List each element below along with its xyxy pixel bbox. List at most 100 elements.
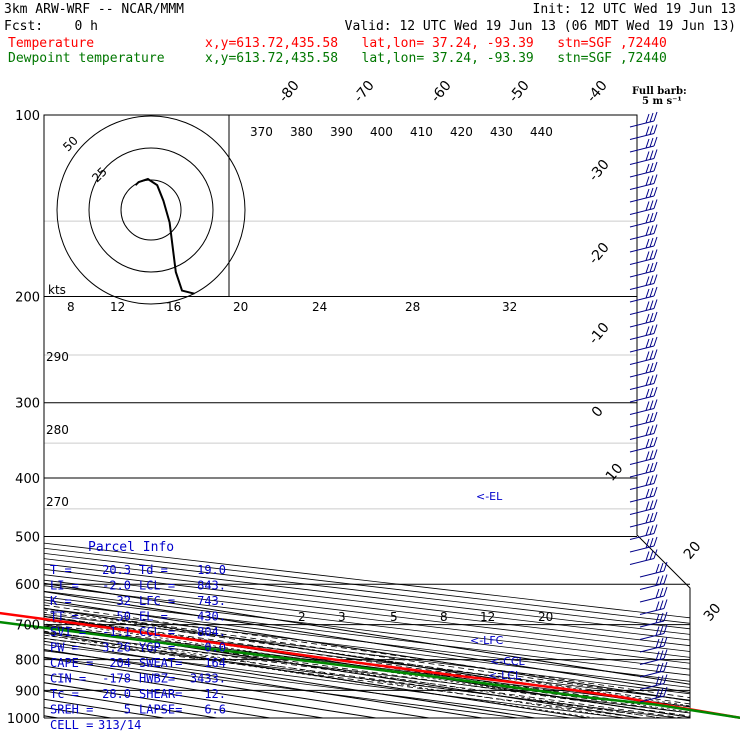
parcel-field-value: 3.26 <box>102 641 131 655</box>
mixing-ratio-label: 12 <box>480 610 495 624</box>
barb-key-value: 5 m s⁻¹ <box>642 96 682 107</box>
wind-barb <box>629 511 658 528</box>
theta-label: 280 <box>46 423 69 437</box>
wind-barb <box>629 249 658 265</box>
theta-label: 270 <box>46 495 69 509</box>
level-marker-el: <-EL <box>476 490 503 503</box>
pressure-tick-label: 700 <box>15 619 40 634</box>
wind-barb <box>639 661 668 678</box>
isotherm-line <box>44 115 642 718</box>
parcel-field-label: TT = <box>50 610 79 624</box>
wind-barb <box>629 461 658 478</box>
theta-e-label: 32 <box>502 300 517 314</box>
theta-label: 400 <box>370 125 393 139</box>
wind-barb <box>639 686 668 703</box>
dry-adiabat-line <box>44 115 690 718</box>
isotherm-label: -70 <box>351 78 378 106</box>
isotherm-line <box>0 115 5 718</box>
parcel-field-value: 28.0 <box>102 687 131 701</box>
wind-barb <box>639 636 668 653</box>
theta-label: 370 <box>250 125 273 139</box>
pressure-tick-label: 100 <box>15 109 40 124</box>
dry-adiabat-line <box>44 115 690 718</box>
isotherm-line <box>44 115 690 718</box>
parcel-field-label: CCL = <box>139 625 175 639</box>
dry-adiabat-line <box>44 115 572 718</box>
theta-e-label: 12 <box>110 300 125 314</box>
parcel-field-value: 0.0 <box>204 641 226 655</box>
parcel-field-value: 843. <box>197 579 226 593</box>
wind-barb <box>629 224 658 240</box>
dry-adiabat-line <box>44 115 690 718</box>
pressure-tick-label: 400 <box>15 472 40 487</box>
parcel-field-label: Tc = <box>50 687 79 701</box>
hodograph-trace <box>134 177 195 295</box>
barb-key-title: Full barb: <box>632 86 687 97</box>
parcel-field-value: 804. <box>197 625 226 639</box>
dry-adiabat-line <box>44 115 690 718</box>
dry-adiabat-line <box>44 115 690 718</box>
parcel-field-label: LAPSE= <box>139 703 182 717</box>
wind-barb <box>629 549 658 565</box>
level-marker-lfc: <-LFC <box>470 634 504 647</box>
pressure-tick-label: 500 <box>15 530 40 545</box>
mixing-ratio-label: 3 <box>338 610 346 624</box>
parcel-field-value: 32 <box>117 594 131 608</box>
wind-barb <box>629 236 658 253</box>
theta-label: 390 <box>330 125 353 139</box>
parcel-field-value: 204 <box>109 656 131 670</box>
wind-barb <box>629 486 658 503</box>
parcel-field-label: PW = <box>50 641 79 655</box>
parcel-field-value: 6.6 <box>204 703 226 717</box>
moist-adiabat-line <box>44 296 690 718</box>
theta-label: 290 <box>46 350 69 364</box>
wind-barb <box>629 286 658 303</box>
dry-adiabat-line <box>44 115 625 718</box>
parcel-field-label: LFC = <box>139 594 175 608</box>
parcel-field-label: EL = <box>139 610 168 624</box>
mixing-ratio-line <box>44 583 661 718</box>
parcel-info-panel: Parcel Info T = 20.3 Td = 19.0 LI = -2.0 LCL = 8… <box>50 540 226 732</box>
wind-barb <box>629 186 658 203</box>
wind-barb <box>629 336 658 353</box>
hodograph-ring-label: 25 <box>89 164 110 185</box>
parcel-field-label: LI = <box>50 579 79 593</box>
parcel-field-label: CELL = <box>50 718 93 732</box>
wind-barb <box>629 124 658 140</box>
chart-series <box>0 611 740 720</box>
isotherm-label: -80 <box>276 78 303 106</box>
plot-frame <box>43 114 691 719</box>
dewpoint-location: x,y=613.72,435.58 lat,lon= 37.24, -93.39… <box>205 51 667 66</box>
isotherm-label: 30 <box>701 601 725 625</box>
isotherm-label: 20 <box>681 539 705 563</box>
parcel-field-value: 50 <box>117 610 131 624</box>
wind-barb <box>629 424 658 440</box>
dry-adiabat-line <box>44 115 690 718</box>
wind-barb <box>639 561 668 578</box>
wind-barb <box>629 299 658 315</box>
parcel-field-value: 12. <box>204 687 226 701</box>
isotherm-label: -60 <box>428 78 455 106</box>
level-marker-ccl: <-CCL <box>490 655 526 668</box>
pressure-tick-label: 1000 <box>7 712 40 727</box>
theta-e-label: 24 <box>312 300 327 314</box>
isotherm-label: 0 <box>589 403 607 420</box>
parcel-field-value: 743. <box>197 594 226 608</box>
theta-label: 380 <box>290 125 313 139</box>
wind-barb <box>639 649 668 665</box>
wind-barb <box>629 349 658 365</box>
wind-barb <box>629 399 658 415</box>
parcel-field-value: -2.0 <box>102 579 131 593</box>
parcel-field-value: -1.1 <box>102 625 131 639</box>
wind-barb <box>629 524 658 540</box>
parcel-info-title: Parcel Info <box>88 540 174 555</box>
wind-barb <box>629 436 658 453</box>
wind-barb <box>629 386 658 403</box>
parcel-field-label: Td = <box>139 563 168 577</box>
parcel-field-value: -178 <box>102 672 131 686</box>
temperature-line <box>0 611 740 719</box>
mixing-ratio-line <box>44 583 624 718</box>
pressure-tick-label: 600 <box>15 578 40 593</box>
parcel-field-label: LCL = <box>139 579 175 593</box>
